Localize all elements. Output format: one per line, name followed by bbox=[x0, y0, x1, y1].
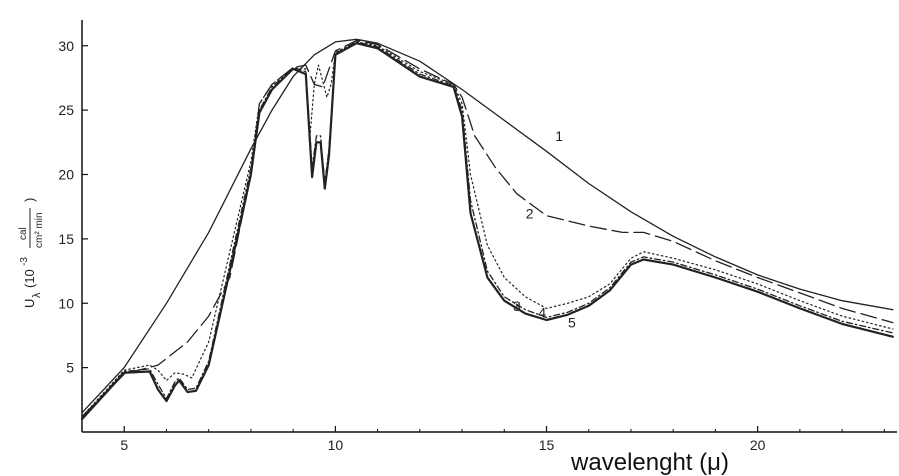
series-line-5 bbox=[80, 42, 894, 421]
x-ticks: 5 10 15 20 bbox=[81, 426, 885, 453]
y-label-symbol: U bbox=[22, 299, 37, 308]
y-label-open: (10 bbox=[22, 269, 37, 288]
series-line-4 bbox=[81, 41, 894, 419]
series-layer bbox=[80, 38, 894, 421]
axes bbox=[81, 20, 897, 433]
y-tick-label: 25 bbox=[58, 102, 74, 118]
y-tick-label: 10 bbox=[58, 295, 74, 311]
y-tick-label: 30 bbox=[58, 38, 74, 54]
y-label-close: ) bbox=[22, 198, 37, 202]
y-tick-label: 15 bbox=[58, 231, 74, 247]
curve-label-3: 3 bbox=[513, 298, 521, 314]
x-axis-title: wavelenght (μ) bbox=[570, 449, 729, 476]
y-ticks: 5 10 15 20 25 30 bbox=[58, 38, 88, 376]
y-axis-title: U λ (10 -3 cal cm² min ) bbox=[18, 198, 45, 308]
curve-label-4: 4 bbox=[538, 304, 546, 320]
series-line-1 bbox=[81, 38, 894, 414]
y-label-unit-numerator: cal bbox=[18, 227, 29, 240]
x-tick-label: 20 bbox=[750, 437, 766, 453]
y-tick-label: 5 bbox=[66, 360, 74, 376]
y-label-exponent: -3 bbox=[19, 257, 30, 266]
x-tick-label: 10 bbox=[328, 437, 344, 453]
y-label-subscript: λ bbox=[31, 292, 43, 298]
series-line-3 bbox=[81, 41, 894, 418]
curve-label-1: 1 bbox=[555, 128, 563, 144]
y-label-unit-denominator: cm² min bbox=[34, 212, 45, 248]
curve-label-5: 5 bbox=[568, 315, 576, 331]
x-tick-label: 15 bbox=[539, 437, 555, 453]
series-line-2 bbox=[81, 39, 894, 418]
curve-label-2: 2 bbox=[526, 205, 534, 221]
x-tick-label: 5 bbox=[120, 437, 128, 453]
curve-labels: 1 2 3 4 5 bbox=[513, 128, 576, 331]
y-tick-label: 20 bbox=[58, 167, 74, 183]
